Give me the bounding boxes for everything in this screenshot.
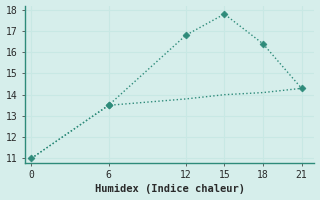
X-axis label: Humidex (Indice chaleur): Humidex (Indice chaleur) [95, 184, 245, 194]
